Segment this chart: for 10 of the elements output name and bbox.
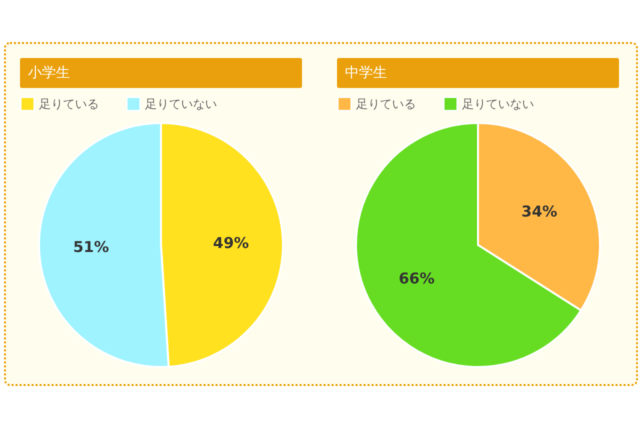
chart-title: 小学生 — [20, 58, 302, 88]
chart-title: 中学生 — [337, 58, 619, 88]
data-label: 34% — [521, 202, 558, 220]
data-label: 51% — [73, 238, 109, 256]
legend-label: 足りている — [39, 96, 99, 111]
legend-label: 足りていない — [462, 96, 534, 111]
legend-label: 足りていない — [145, 96, 217, 111]
data-label: 49% — [213, 234, 249, 252]
data-label: 66% — [398, 270, 435, 288]
legend-label: 足りている — [356, 96, 416, 111]
